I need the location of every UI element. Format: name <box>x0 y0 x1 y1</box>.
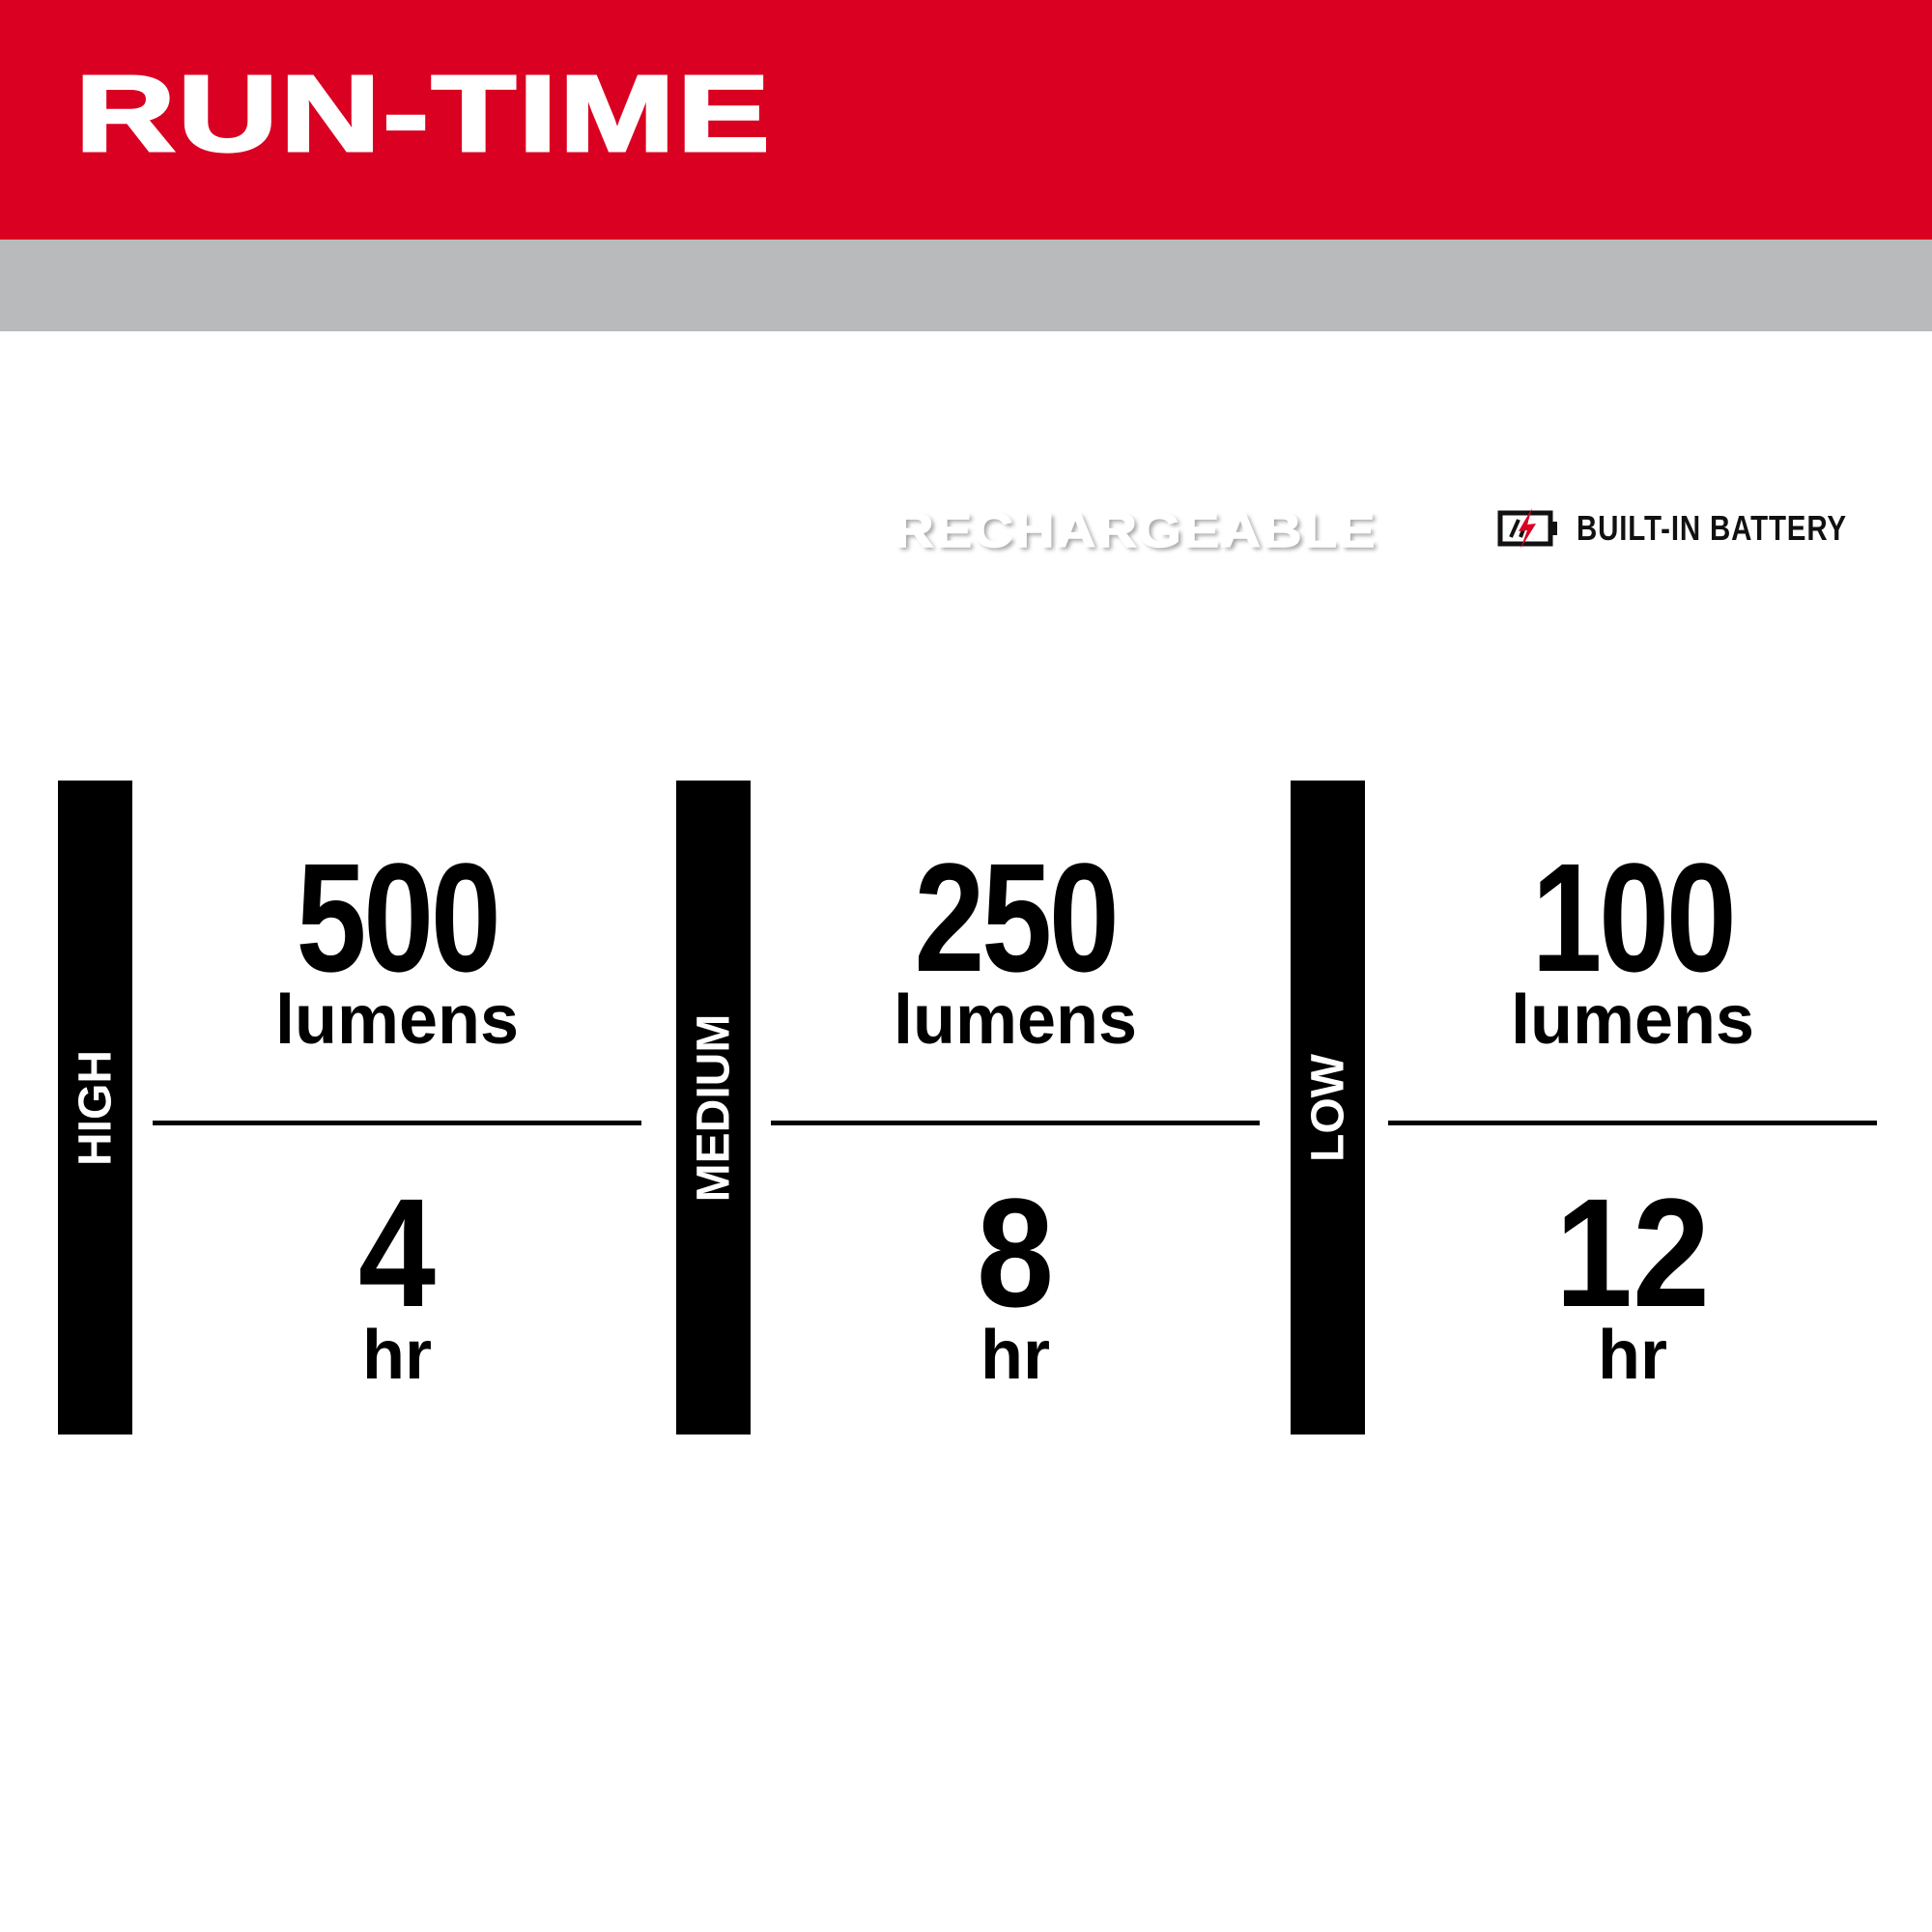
mode-label: MEDIUM <box>688 1013 739 1202</box>
mode-bar-medium: MEDIUM <box>676 781 751 1435</box>
lumens-value: 500 <box>296 831 500 1004</box>
header-banner: RUN-TIME <box>0 0 1932 240</box>
runtime-value: 8 <box>976 1166 1055 1339</box>
runtime-unit: hr <box>1598 1317 1667 1394</box>
mode-bar-high: HIGH <box>58 781 132 1435</box>
mode-column-high: 500 lumens 4 hr <box>153 840 641 1390</box>
lumens-unit: lumens <box>893 981 1138 1059</box>
feature-band: RECHARGEABLE BUILT-IN BATTERY <box>0 240 1932 558</box>
runtime-value: 4 <box>357 1166 437 1339</box>
lumens-value: 100 <box>1531 831 1736 1004</box>
mode-label: HIGH <box>70 1049 121 1166</box>
runtime-unit: hr <box>980 1317 1050 1394</box>
mode-bar-low: LOW <box>1291 781 1365 1435</box>
mode-column-low: 100 lumens 12 hr <box>1388 840 1877 1390</box>
mode-column-medium: 250 lumens 8 hr <box>771 840 1260 1390</box>
lumens-unit: lumens <box>1510 981 1755 1059</box>
lumens-unit: lumens <box>274 981 520 1059</box>
lumens-value: 250 <box>914 831 1119 1004</box>
rechargeable-label: RECHARGEABLE <box>893 502 1377 558</box>
page-title: RUN-TIME <box>73 53 773 174</box>
built-in-battery-label: BUILT-IN BATTERY <box>1577 508 1847 548</box>
runtime-unit: hr <box>362 1317 432 1394</box>
battery-bolt-icon <box>1497 508 1557 549</box>
separator-line <box>771 1121 1260 1125</box>
runtime-value: 12 <box>1554 1166 1711 1339</box>
mode-label: LOW <box>1302 1053 1353 1162</box>
separator-line <box>153 1121 641 1125</box>
separator-line <box>1388 1121 1877 1125</box>
divider <box>1477 496 1479 556</box>
